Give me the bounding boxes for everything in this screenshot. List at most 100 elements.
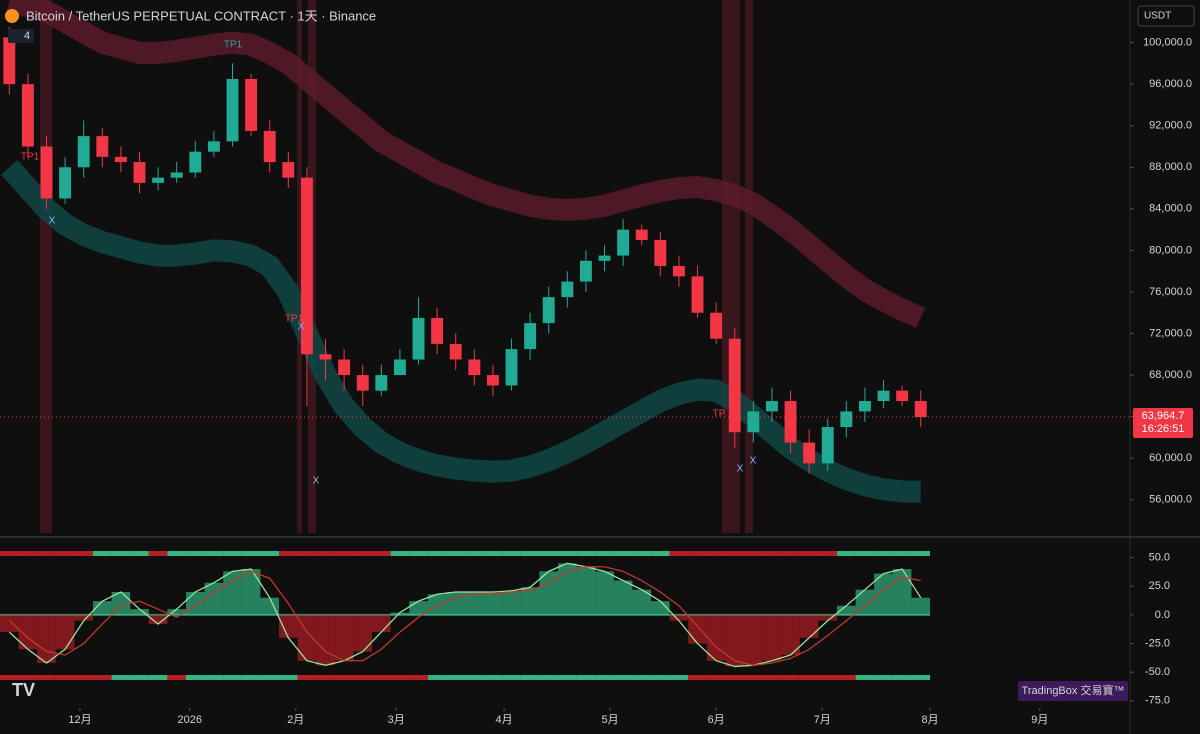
state-strip	[297, 675, 317, 680]
band	[1, 159, 921, 503]
histogram-bar	[576, 566, 596, 615]
state-strip	[186, 675, 205, 680]
state-strip	[241, 675, 261, 680]
candle-body	[263, 130, 276, 163]
y-tick-label: 100,000.0	[1143, 37, 1192, 49]
state-strip	[204, 551, 224, 556]
y-tick-label: 96,000.0	[1149, 78, 1192, 90]
y-tick-label: 92,000.0	[1149, 120, 1192, 132]
candle-body	[747, 411, 760, 433]
state-strip	[316, 675, 335, 680]
histogram-bar	[669, 614, 689, 621]
candle-body	[654, 240, 667, 266]
candle-body	[877, 390, 890, 402]
histogram-bar	[744, 614, 763, 666]
candle-body	[59, 167, 72, 199]
signal-zone	[40, 0, 52, 533]
histogram-bar	[55, 614, 75, 650]
state-strip	[353, 675, 373, 680]
state-strip	[818, 551, 838, 556]
candle-body	[468, 359, 481, 376]
histogram-bar	[855, 589, 875, 615]
y-tick-label: 0.0	[1155, 609, 1170, 621]
symbol-title: Bitcoin / TetherUS PERPETUAL CONTRACT · …	[26, 8, 376, 23]
watermark: TradingBox 交易寶™	[1022, 683, 1125, 697]
state-strip	[55, 675, 75, 680]
histogram-bar	[223, 571, 242, 615]
y-tick-label: 68,000.0	[1149, 369, 1192, 381]
state-strip	[892, 675, 912, 680]
histogram-bar	[558, 563, 577, 615]
candle-body	[672, 265, 685, 277]
x-tick-label: 2026	[177, 714, 201, 726]
y-tick-label: 72,000.0	[1149, 327, 1192, 339]
candle-body	[579, 260, 592, 282]
annotation: TP1	[21, 152, 40, 163]
candle-body	[617, 229, 630, 256]
histogram-bar	[762, 614, 782, 661]
price-tag	[1133, 408, 1193, 439]
state-strip	[0, 551, 19, 556]
candle-body	[300, 177, 313, 355]
annotation: X	[313, 476, 320, 487]
state-strip	[762, 675, 782, 680]
state-strip	[502, 551, 521, 556]
candle-body	[803, 442, 816, 464]
state-strip	[520, 675, 540, 680]
histogram-bar	[892, 569, 912, 615]
candle-body	[635, 229, 648, 241]
state-strip	[167, 675, 187, 680]
histogram-bar	[260, 597, 280, 615]
state-strip	[55, 551, 75, 556]
state-strip	[37, 551, 56, 556]
candle-body	[840, 411, 853, 428]
state-strip	[558, 675, 577, 680]
state-strip	[372, 551, 391, 556]
candle-body	[133, 162, 146, 183]
state-strip	[558, 551, 577, 556]
state-strip	[781, 551, 800, 556]
histogram-bar	[874, 573, 893, 615]
candle-body	[914, 401, 927, 418]
candle-body	[356, 375, 369, 391]
state-strip	[651, 675, 670, 680]
state-strip	[855, 675, 875, 680]
x-tick-label: 4月	[496, 714, 513, 726]
candle-body	[858, 401, 871, 412]
x-tick-label: 9月	[1031, 714, 1048, 726]
last-price: 63,964.7	[1142, 410, 1185, 422]
state-strip	[279, 675, 298, 680]
candle-body	[40, 146, 53, 199]
histogram-bar	[632, 589, 652, 615]
histogram-bar	[167, 609, 187, 615]
x-tick-label: 2月	[287, 714, 304, 726]
histogram-bar	[353, 614, 373, 652]
countdown: 16:26:51	[1142, 423, 1185, 435]
state-strip	[725, 675, 745, 680]
histogram-bar	[334, 614, 354, 661]
state-strip	[799, 675, 819, 680]
histogram-bar	[799, 614, 819, 638]
candle-body	[728, 338, 741, 433]
state-strip	[130, 675, 149, 680]
state-strip	[725, 551, 745, 556]
candle-body	[524, 323, 537, 350]
currency-select[interactable]	[1137, 5, 1195, 27]
state-strip	[241, 551, 261, 556]
indicator-toggle[interactable]	[8, 29, 34, 43]
candle-body	[896, 390, 909, 402]
state-strip	[762, 551, 782, 556]
state-strip	[781, 675, 800, 680]
histogram-bar	[465, 591, 484, 615]
state-strip	[427, 551, 447, 556]
state-strip	[111, 551, 131, 556]
state-strip	[148, 675, 168, 680]
indicator-count: 4	[24, 30, 30, 42]
state-strip	[483, 551, 503, 556]
histogram-bar	[74, 614, 94, 621]
signal-zone	[297, 0, 302, 533]
state-strip	[669, 675, 689, 680]
candle-body	[245, 78, 258, 131]
candle-body	[152, 177, 165, 183]
candle-body	[505, 349, 518, 386]
